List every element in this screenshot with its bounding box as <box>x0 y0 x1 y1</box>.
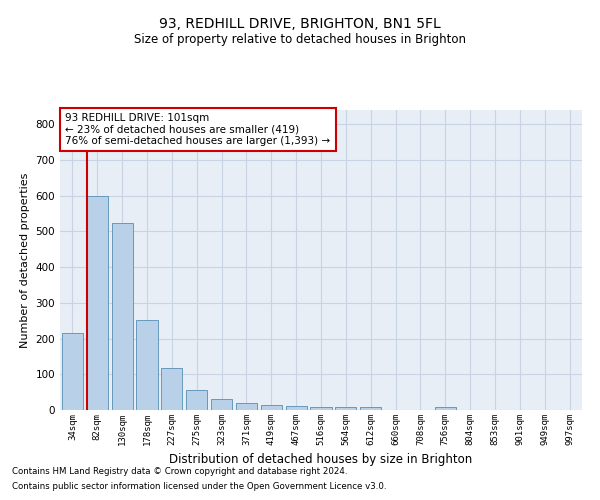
Bar <box>360 407 381 410</box>
Text: 93 REDHILL DRIVE: 101sqm
← 23% of detached houses are smaller (419)
76% of semi-: 93 REDHILL DRIVE: 101sqm ← 23% of detach… <box>65 113 331 146</box>
Bar <box>211 398 232 410</box>
X-axis label: Distribution of detached houses by size in Brighton: Distribution of detached houses by size … <box>169 454 473 466</box>
Bar <box>186 390 207 410</box>
Bar <box>161 368 182 410</box>
Text: Contains public sector information licensed under the Open Government Licence v3: Contains public sector information licen… <box>12 482 386 491</box>
Bar <box>136 320 158 410</box>
Y-axis label: Number of detached properties: Number of detached properties <box>20 172 30 348</box>
Bar <box>310 407 332 410</box>
Bar <box>261 404 282 410</box>
Bar <box>236 403 257 410</box>
Bar <box>87 196 108 410</box>
Bar <box>435 407 456 410</box>
Text: 93, REDHILL DRIVE, BRIGHTON, BN1 5FL: 93, REDHILL DRIVE, BRIGHTON, BN1 5FL <box>159 18 441 32</box>
Bar <box>112 222 133 410</box>
Bar <box>335 407 356 410</box>
Bar <box>62 333 83 410</box>
Text: Contains HM Land Registry data © Crown copyright and database right 2024.: Contains HM Land Registry data © Crown c… <box>12 467 347 476</box>
Bar <box>286 406 307 410</box>
Text: Size of property relative to detached houses in Brighton: Size of property relative to detached ho… <box>134 32 466 46</box>
